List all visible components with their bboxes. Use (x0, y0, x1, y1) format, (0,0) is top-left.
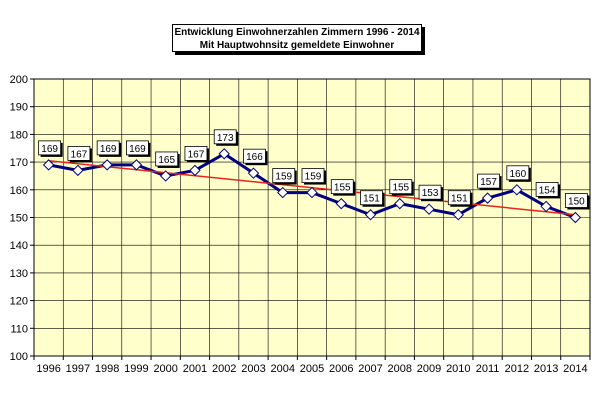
x-tick-label: 2012 (505, 363, 529, 375)
x-tick-label: 1998 (95, 363, 119, 375)
data-point (540, 200, 552, 213)
data-label: 154 (539, 185, 556, 196)
data-point (277, 186, 289, 199)
y-tick-label: 140 (10, 240, 28, 252)
x-tick-label: 2007 (358, 363, 382, 375)
data-label: 160 (509, 169, 526, 180)
data-label: 159 (275, 172, 292, 183)
x-tick-label: 2014 (563, 363, 587, 375)
data-label: 166 (246, 152, 263, 163)
x-tick-label: 1996 (36, 363, 60, 375)
x-tick-label: 2011 (476, 363, 500, 375)
x-tick-label: 2002 (212, 363, 236, 375)
y-tick-label: 160 (10, 185, 28, 197)
data-label: 165 (158, 155, 175, 166)
y-tick-label: 120 (10, 296, 28, 308)
data-label-box (564, 193, 588, 208)
y-tick-label: 200 (10, 74, 28, 86)
y-tick-label: 190 (10, 102, 28, 114)
x-tick-label: 2000 (153, 363, 177, 375)
x-tick-label: 1997 (66, 363, 90, 375)
data-label-box (96, 140, 120, 156)
data-label-box (184, 146, 208, 161)
data-label-box (389, 179, 413, 195)
data-label-box (155, 151, 179, 167)
data-label-box (506, 165, 530, 181)
y-tick-label: 170 (10, 157, 28, 169)
y-tick-label: 100 (10, 351, 28, 363)
data-label-box (360, 190, 383, 206)
data-label: 157 (480, 177, 497, 188)
y-tick-label: 150 (10, 213, 28, 225)
data-point (101, 159, 113, 171)
y-tick-label: 180 (10, 129, 28, 141)
data-label-box (213, 129, 237, 145)
data-point (423, 203, 435, 215)
data-point (189, 164, 201, 177)
data-point (72, 164, 84, 177)
data-label: 153 (422, 188, 439, 199)
data-label: 169 (100, 144, 117, 155)
data-label: 167 (188, 149, 205, 160)
data-point (42, 159, 55, 171)
data-point (218, 148, 230, 160)
x-tick-label: 1999 (124, 363, 148, 375)
data-point (247, 167, 260, 179)
x-tick-label: 2013 (534, 363, 558, 375)
data-label: 169 (41, 144, 58, 155)
data-label: 155 (334, 183, 351, 194)
data-label-box (535, 182, 559, 197)
chart-subtitle: Mit Hauptwohnsitz gemeldete Einwohner (199, 40, 395, 51)
x-tick-label: 2006 (329, 363, 353, 375)
y-tick-label: 110 (10, 323, 28, 335)
data-label-box (330, 179, 354, 195)
data-point (130, 159, 143, 171)
data-point (335, 197, 347, 210)
x-tick-label: 2005 (300, 363, 324, 375)
data-point (569, 211, 582, 224)
data-label-box (418, 184, 442, 200)
x-tick-label: 2004 (270, 363, 294, 375)
data-label: 173 (217, 133, 234, 144)
data-label-box (38, 140, 62, 156)
data-point (306, 186, 318, 199)
data-label: 150 (568, 197, 585, 208)
data-point (481, 192, 494, 204)
x-tick-label: 2008 (388, 363, 412, 375)
data-label: 167 (71, 149, 88, 160)
x-tick-label: 2010 (446, 363, 470, 375)
x-tick-label: 2003 (241, 363, 265, 375)
data-point (511, 184, 523, 196)
x-tick-label: 2009 (417, 363, 441, 375)
data-point (452, 209, 465, 221)
chart-title-box: Entwicklung Einwohnerzahlen Zimmern 1996… (172, 24, 422, 52)
data-label-box (477, 173, 500, 189)
data-point (364, 209, 377, 221)
chart-title: Entwicklung Einwohnerzahlen Zimmern 1996… (174, 27, 420, 38)
data-label: 169 (129, 144, 146, 155)
data-label-box (126, 140, 149, 156)
data-point (394, 197, 406, 210)
data-label-box (67, 146, 91, 161)
data-label-box (272, 168, 296, 183)
x-tick-label: 2001 (183, 363, 207, 375)
data-label: 159 (305, 172, 322, 183)
data-label: 151 (451, 194, 468, 205)
data-label: 151 (363, 194, 380, 205)
data-label-box (243, 148, 266, 164)
data-point (159, 170, 172, 182)
data-label-box (447, 190, 471, 206)
data-label-box (301, 168, 325, 183)
data-label: 155 (392, 183, 409, 194)
y-tick-label: 130 (10, 268, 28, 280)
